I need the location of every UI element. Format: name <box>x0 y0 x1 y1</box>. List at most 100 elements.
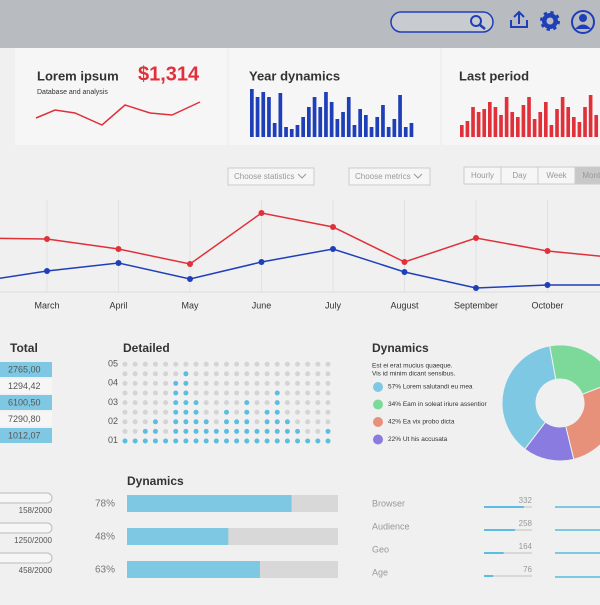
x-tick-label: October <box>531 300 563 310</box>
bar <box>364 115 368 137</box>
dot-active <box>274 390 280 396</box>
slider[interactable] <box>0 552 53 564</box>
dot <box>122 409 128 415</box>
bar <box>255 97 260 137</box>
dot <box>325 361 331 367</box>
sparkline <box>35 101 201 126</box>
total-value: 1294,42 <box>8 381 41 391</box>
dropdown[interactable] <box>348 167 431 186</box>
point <box>473 285 479 291</box>
section-title: Dynamics <box>372 341 429 355</box>
search-box[interactable] <box>390 11 494 33</box>
dot-active <box>183 409 189 415</box>
total-box <box>0 428 52 443</box>
search-icon[interactable] <box>470 15 482 27</box>
dot <box>122 390 128 396</box>
bar <box>312 97 317 137</box>
progress-fill <box>127 561 260 578</box>
dot <box>132 400 138 406</box>
point <box>330 246 336 252</box>
bar <box>504 97 509 137</box>
dot <box>305 419 311 425</box>
bar <box>560 97 565 137</box>
dot <box>264 400 270 406</box>
dot <box>325 409 331 415</box>
bar <box>409 123 414 137</box>
user-icon[interactable] <box>571 10 595 34</box>
dot <box>203 409 209 415</box>
upload-icon[interactable] <box>510 10 528 28</box>
dot <box>152 390 158 396</box>
user-body <box>575 24 591 29</box>
point <box>187 276 193 282</box>
line <box>0 212 600 265</box>
dot-active <box>274 419 280 425</box>
slider[interactable] <box>0 492 53 504</box>
dot-active <box>244 428 250 434</box>
bar <box>267 97 271 137</box>
card-title: Last period <box>459 68 529 83</box>
period-label: Month <box>582 171 600 180</box>
dot-active <box>213 438 219 444</box>
dot-active <box>173 419 179 425</box>
stat-label: Age <box>372 567 388 577</box>
dot <box>163 371 169 377</box>
dot <box>254 371 260 377</box>
dot <box>264 380 270 386</box>
dot <box>325 390 331 396</box>
legend-swatch <box>373 417 383 427</box>
dot <box>315 409 321 415</box>
dot-active <box>284 419 290 425</box>
dot <box>224 400 229 406</box>
dot-active <box>152 438 158 444</box>
legend-swatch <box>373 434 383 445</box>
dot <box>163 419 169 425</box>
dot-active <box>264 438 270 444</box>
dot <box>132 409 138 415</box>
dot <box>152 361 158 367</box>
section-title: Dynamics <box>127 474 184 488</box>
dot-active <box>173 400 179 406</box>
dot <box>132 390 138 396</box>
dot <box>295 400 301 406</box>
dot <box>193 361 199 367</box>
settings-icon[interactable] <box>540 11 560 31</box>
legend-label: 34% Eam in soleat iriure assentior <box>388 401 487 408</box>
period-button[interactable] <box>574 166 600 185</box>
dot-active <box>254 438 260 444</box>
dropdown-arrow <box>413 173 423 179</box>
total-box <box>0 362 52 377</box>
user-ring <box>571 10 595 34</box>
dot <box>315 400 321 406</box>
dot <box>224 371 229 377</box>
progress-label: 78% <box>95 499 115 510</box>
dot <box>173 371 179 377</box>
bar <box>572 117 576 137</box>
dot <box>213 419 219 425</box>
bar <box>493 107 498 137</box>
bar <box>307 107 311 137</box>
dot <box>315 361 321 367</box>
bar <box>521 105 526 137</box>
dot <box>244 371 250 377</box>
search-icon-handle <box>479 24 486 30</box>
dot-active <box>264 428 270 434</box>
dot-active <box>234 428 240 434</box>
dot-active <box>224 438 229 444</box>
dot <box>234 380 240 386</box>
dropdown-label: Choose statistics <box>234 172 294 181</box>
upload-arrow <box>513 10 525 24</box>
dot-active <box>274 400 280 406</box>
slider[interactable] <box>0 522 53 534</box>
dot-active <box>284 438 290 444</box>
dropdown[interactable] <box>227 167 315 186</box>
dot-active <box>193 438 199 444</box>
card-value: $1,314 <box>138 63 200 85</box>
user-head <box>579 14 587 22</box>
point <box>258 210 265 216</box>
dot <box>142 371 148 377</box>
dot <box>163 361 169 367</box>
dot <box>183 361 189 367</box>
dot <box>193 380 199 386</box>
